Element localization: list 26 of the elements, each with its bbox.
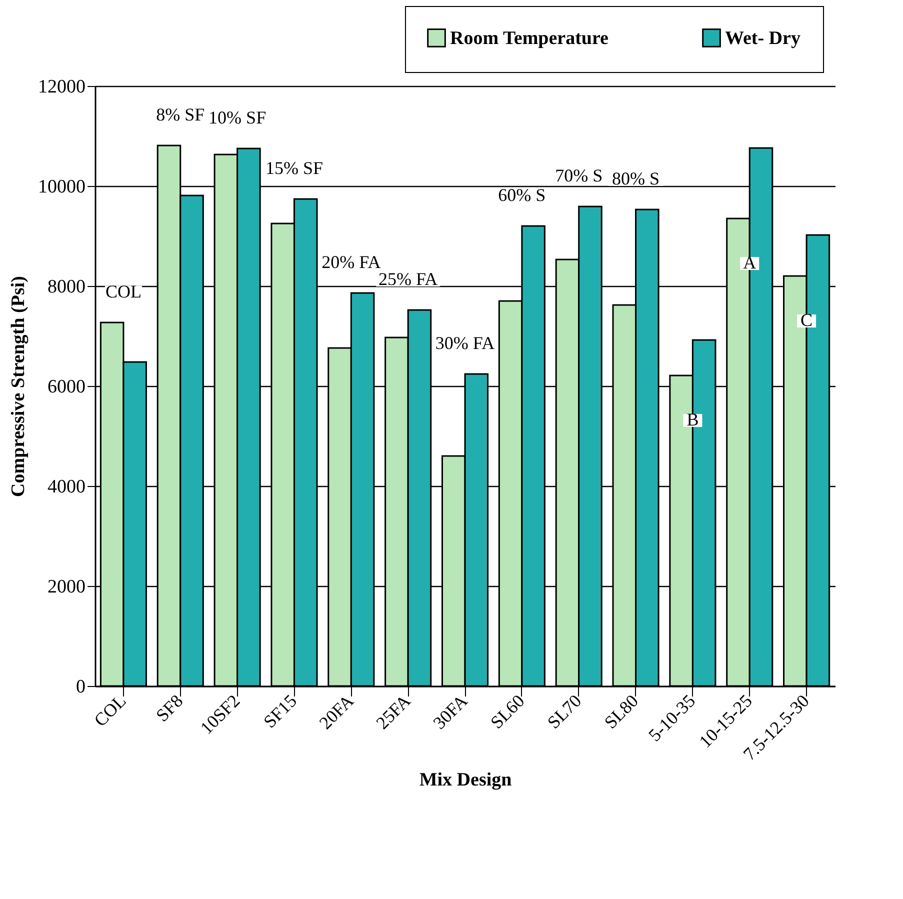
y-tick-label: 8000 bbox=[48, 276, 86, 298]
annotation: 70% S bbox=[555, 166, 603, 186]
annotation: A bbox=[743, 252, 756, 272]
y-tick-label: 10000 bbox=[38, 176, 86, 198]
y-axis-title: Compressive Strength (Psi) bbox=[8, 276, 29, 497]
annotation: COL bbox=[105, 282, 142, 302]
x-tick-label: COL bbox=[90, 690, 130, 730]
annotation: 80% S bbox=[612, 168, 660, 188]
annotation: 8% SF bbox=[156, 104, 205, 124]
annotation: 15% SF bbox=[265, 158, 323, 178]
annotation: 60% S bbox=[498, 185, 546, 205]
legend-label: Wet- Dry bbox=[725, 28, 801, 49]
x-axis-title: Mix Design bbox=[419, 769, 512, 790]
annotation: B bbox=[686, 410, 699, 430]
annotation: C bbox=[800, 310, 813, 330]
annotation: 30% FA bbox=[435, 333, 495, 353]
annotation: 25% FA bbox=[378, 269, 438, 289]
y-tick-label: 6000 bbox=[48, 376, 86, 398]
y-tick-label: 2000 bbox=[48, 576, 86, 598]
y-tick-label: 12000 bbox=[38, 76, 86, 98]
x-tick-label: SF8 bbox=[152, 690, 187, 726]
y-tick-label: 0 bbox=[76, 676, 86, 698]
annotation: 20% FA bbox=[322, 252, 381, 272]
y-tick-label: 4000 bbox=[48, 476, 86, 498]
annotation: 10% SF bbox=[208, 108, 266, 128]
legend-label: Room Temperature bbox=[450, 28, 608, 49]
